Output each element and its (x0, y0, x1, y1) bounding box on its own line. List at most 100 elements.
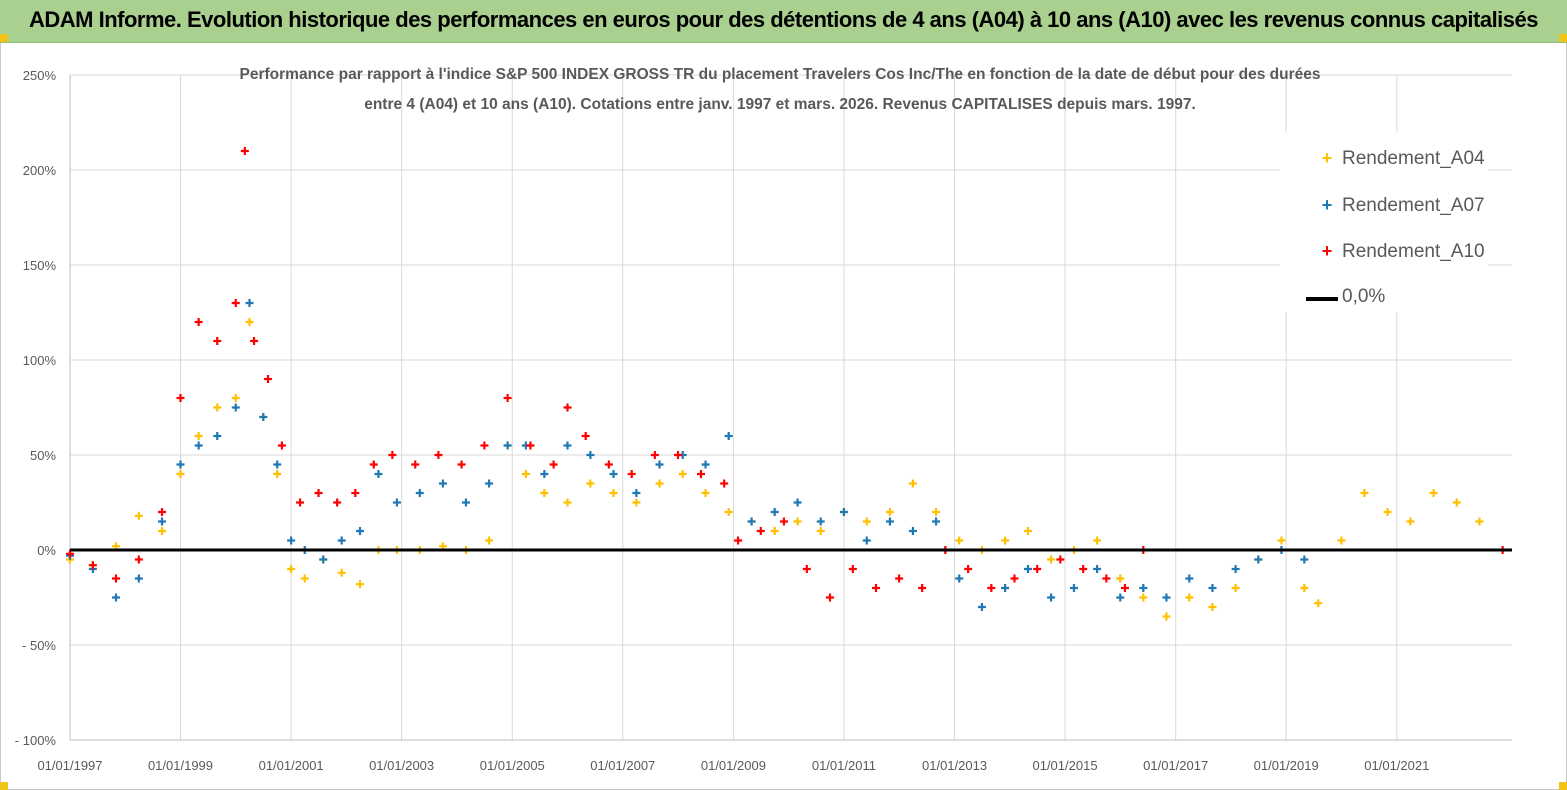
data-point (415, 489, 424, 497)
data-point (1116, 574, 1125, 583)
x-tick-label: 01/01/2005 (480, 758, 545, 773)
data-point (1406, 517, 1415, 526)
x-tick-label: 01/01/2021 (1364, 758, 1429, 773)
y-tick-label: 100% (23, 353, 57, 368)
data-point (908, 479, 917, 488)
data-point (932, 508, 941, 516)
data-point (678, 470, 687, 478)
data-point (793, 517, 802, 526)
legend: + Rendement_A04 + Rendement_A07 + Rendem… (1280, 132, 1488, 312)
data-point (134, 574, 143, 583)
data-point (333, 498, 342, 507)
data-point (411, 460, 420, 469)
data-point (134, 511, 143, 520)
data-point (908, 527, 917, 535)
legend-label: 0,0% (1342, 286, 1386, 307)
x-tick-label: 01/01/2009 (701, 758, 766, 773)
data-point (314, 489, 323, 497)
legend-label: Rendement_A10 (1342, 241, 1485, 262)
data-point (977, 603, 986, 611)
x-tick-label: 01/01/2011 (812, 758, 876, 773)
data-point (540, 470, 549, 478)
corner-marker (0, 782, 8, 790)
data-point (1337, 536, 1346, 545)
legend-label: Rendement_A04 (1342, 148, 1485, 169)
data-point (457, 460, 466, 469)
data-point (609, 470, 618, 478)
data-point (263, 375, 272, 383)
data-point (770, 508, 779, 516)
x-tick-label: 01/01/2015 (1032, 758, 1097, 773)
data-point (388, 451, 397, 459)
x-tick-label: 01/01/2017 (1143, 758, 1208, 773)
plot-title-line-2: entre 4 (A04) et 10 ans (A10). Cotations… (364, 96, 1196, 113)
data-point (563, 403, 572, 412)
data-point (1093, 565, 1102, 573)
data-point (701, 489, 710, 497)
data-point (1120, 584, 1129, 592)
data-point (839, 508, 848, 516)
data-point (213, 432, 222, 440)
data-point (176, 470, 185, 478)
data-point (112, 574, 121, 583)
data-point (1360, 489, 1369, 497)
data-point (1231, 584, 1240, 592)
data-point (1033, 565, 1042, 573)
data-point (374, 470, 383, 478)
data-point (918, 584, 927, 592)
data-point (287, 536, 296, 545)
data-point (480, 441, 489, 450)
data-point (213, 403, 222, 412)
data-point (1139, 584, 1148, 592)
x-axis: 01/01/1997 01/01/1999 01/01/2001 01/01/2003… (37, 739, 1512, 773)
data-point (319, 555, 328, 564)
data-point (779, 517, 788, 526)
data-point (987, 584, 996, 592)
y-tick-label: 0% (37, 543, 56, 558)
data-point (1001, 584, 1010, 592)
data-point (724, 432, 733, 440)
series-rendement_a10 (66, 147, 1507, 602)
legend-label: Rendement_A07 (1342, 195, 1485, 216)
plus-marker-icon: + (1321, 195, 1333, 215)
data-point (932, 517, 941, 526)
data-point (503, 441, 512, 450)
data-point (563, 498, 572, 507)
plus-marker-icon: + (1321, 241, 1333, 261)
corner-marker (1559, 34, 1567, 42)
data-point (1162, 612, 1171, 621)
plus-marker-icon: + (1321, 148, 1333, 168)
data-point (240, 147, 249, 155)
data-point (194, 318, 203, 326)
data-point (563, 441, 572, 450)
data-point (296, 498, 305, 507)
data-point (231, 394, 240, 402)
data-point (793, 498, 802, 507)
data-point (245, 299, 254, 307)
data-point (277, 441, 286, 450)
data-point (300, 574, 309, 583)
data-point (1023, 527, 1032, 535)
data-point (1047, 555, 1056, 564)
data-point (158, 517, 167, 526)
data-point (1185, 574, 1194, 583)
data-point (720, 479, 729, 488)
data-point (609, 489, 618, 497)
banner-title: ADAM Informe. Evolution historique des p… (28, 7, 1539, 32)
data-point (655, 460, 664, 469)
data-point (540, 489, 549, 497)
data-point (1023, 565, 1032, 573)
x-tick-label: 01/01/2019 (1254, 758, 1319, 773)
data-point (816, 517, 825, 526)
data-point (134, 555, 143, 564)
data-point (586, 451, 595, 459)
data-point (526, 441, 535, 450)
plot-title-line-1: Performance par rapport à l'indice S&P 5… (240, 66, 1321, 83)
y-tick-label: 200% (23, 163, 57, 178)
data-point (1093, 536, 1102, 545)
data-point (885, 517, 894, 526)
data-point (485, 479, 494, 488)
data-point (674, 451, 683, 459)
data-point (273, 460, 282, 469)
